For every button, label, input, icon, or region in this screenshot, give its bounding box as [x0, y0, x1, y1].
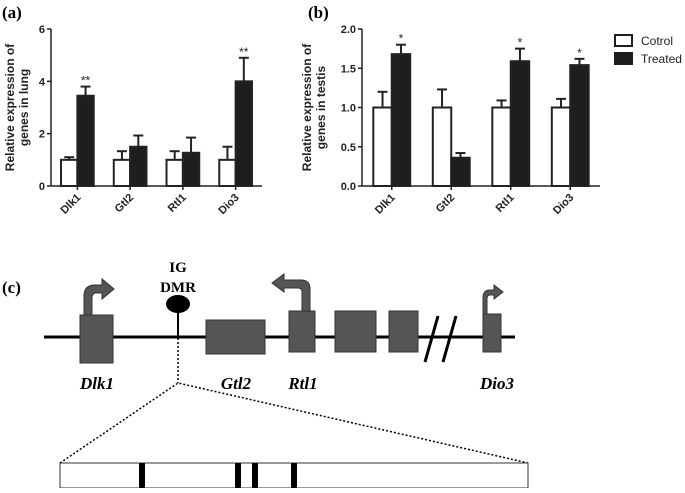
y-tick-label: 1.5: [341, 63, 356, 75]
bar-control-rtl1: [491, 106, 512, 187]
x-tick-label: Rtl1: [494, 192, 517, 215]
bar-treated-dio3: [569, 64, 590, 187]
dmr-marker: [166, 295, 190, 313]
y-axis-label: Relative expression ofgenes in lung: [3, 43, 31, 171]
dmr-label-dmr: DMR: [160, 280, 196, 296]
bar-treated-rtl1: [181, 151, 201, 187]
dmr-label-ig: IG: [169, 260, 187, 276]
gene-label-gtl2: Gtl2: [221, 374, 252, 393]
gene-locus-diagram: IG DMR Dlk1 Gtl2 Rtl1 Dio3: [44, 260, 529, 489]
bar-control-dlk1: [60, 158, 79, 187]
bar-control-rtl1: [165, 158, 184, 187]
x-tick-label: Gtl2: [434, 192, 458, 216]
bar-treated-gtl2: [129, 145, 148, 187]
x-tick-label: Dio3: [551, 192, 576, 217]
y-tick-label: 6: [39, 24, 45, 36]
y-tick-label: 2: [39, 129, 45, 141]
cpg-site: [139, 463, 145, 488]
x-tick-label: Dlk1: [59, 192, 84, 217]
significance-marker: **: [81, 74, 91, 88]
panel-label-a: (a): [2, 3, 22, 22]
x-tick-label: Rtl1: [166, 192, 189, 215]
significance-marker: *: [518, 36, 523, 50]
legend: Cotrol Treated: [614, 34, 682, 66]
bar-treated-dlk1: [76, 94, 95, 187]
gene-label-dio3: Dio3: [479, 374, 515, 393]
bar-treated-gtl2: [450, 156, 471, 188]
bar-control-gtl2: [431, 106, 453, 187]
gene-box-gtl2: [205, 319, 266, 355]
y-axis-label-line: genes in lung: [17, 69, 31, 146]
dio3-arrow-icon: [482, 283, 504, 316]
bar-treated-dio3: [234, 80, 253, 187]
chart-lung: 0 2 4 6 Relative expression ofgenes in lung *…: [3, 24, 262, 217]
y-tick-label: 0.5: [341, 142, 356, 154]
rtl1-arrow-icon: [271, 273, 311, 312]
cpg-site: [252, 463, 258, 488]
bar-control-gtl2: [112, 158, 132, 187]
bar-control-dio3: [550, 106, 572, 187]
significance-marker: *: [399, 32, 404, 46]
y-axis-label-line: genes in testis: [314, 66, 328, 150]
dlk1-arrow-icon: [83, 277, 115, 316]
y-tick-label: 0: [39, 181, 45, 193]
gene-box-4: [334, 310, 377, 353]
bar-treated-dlk1: [390, 53, 412, 188]
cpg-site: [291, 463, 297, 488]
x-tick-label: Dlk1: [373, 192, 398, 217]
gene-box-dlk1: [79, 314, 114, 364]
zoom-dotted-lines: [59, 382, 529, 464]
legend-swatch-treated: [614, 52, 633, 65]
x-tick-label: Gtl2: [113, 192, 137, 216]
gene-label-rtl1: Rtl1: [287, 374, 317, 393]
legend-label-control: Cotrol: [641, 34, 673, 48]
y-tick-label: 4: [39, 76, 46, 88]
break-mark-1: [423, 315, 440, 363]
bar-treated-rtl1: [509, 60, 531, 188]
y-axis-label: Relative expression ofgenes in testis: [300, 43, 328, 171]
break-mark-2: [441, 315, 458, 363]
y-axis-label-line: Relative expression of: [300, 43, 314, 171]
y-tick-label: 2.0: [341, 24, 356, 36]
significance-marker: *: [577, 46, 582, 60]
y-axis-label-line: Relative expression of: [3, 43, 17, 171]
x-tick-label: Dio3: [216, 192, 241, 217]
cpg-site: [235, 463, 241, 488]
bar-control-dio3: [218, 158, 237, 187]
gene-box-dio3: [482, 313, 502, 353]
legend-label-treated: Treated: [641, 52, 682, 66]
bar-control-dlk1: [372, 106, 393, 187]
y-tick-label: 0.0: [341, 181, 356, 193]
significance-marker: **: [239, 45, 249, 59]
gene-label-dlk1: Dlk1: [79, 374, 114, 393]
gene-box-5: [388, 310, 419, 353]
gene-box-rtl1: [288, 310, 316, 353]
legend-swatch-control: [614, 34, 633, 47]
panel-label-c: (c): [2, 278, 21, 297]
y-tick-label: 1.0: [341, 103, 356, 115]
chart-testis: 0.0 0.5 1.0 1.5 2.0 Relative expression ofgen…: [300, 24, 600, 217]
panel-label-b: (b): [308, 3, 329, 22]
